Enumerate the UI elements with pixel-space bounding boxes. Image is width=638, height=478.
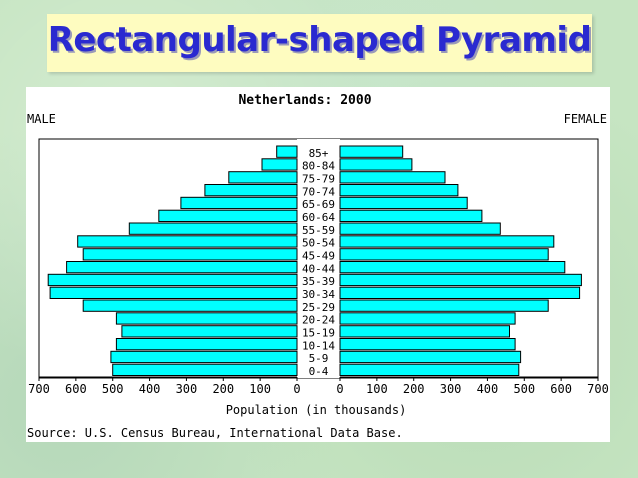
age-group-label: 25-29 (302, 301, 335, 314)
female-bar-0-4 (339, 363, 520, 377)
female-bar-5-9 (339, 350, 522, 364)
chart-title: Netherlands: 2000 (238, 93, 371, 108)
age-group-label: 20-24 (302, 314, 335, 327)
male-bar-5-9 (110, 350, 298, 364)
male-bar-40-44 (66, 261, 298, 274)
female-bar-80-84 (339, 158, 413, 171)
age-label-column (297, 139, 340, 378)
population-pyramid-chart: Netherlands: 2000 MALE FEMALE 85+80-8475… (27, 93, 609, 440)
male-bar-85+ (276, 145, 298, 158)
female-tick-label: 400 (477, 382, 499, 396)
female-bar-35-39 (339, 273, 582, 287)
female-bar-30-34 (339, 286, 581, 299)
male-bar-35-39 (47, 273, 298, 287)
x-axis-label: Population (in thousands) (226, 403, 407, 417)
female-bar-20-24 (339, 312, 516, 325)
age-group-label: 85+ (309, 147, 329, 160)
male-bar-60-64 (158, 209, 298, 222)
female-tick-label: 500 (513, 382, 535, 396)
age-group-label: 40-44 (302, 262, 335, 275)
female-bar-45-49 (339, 248, 549, 261)
female-bar-55-59 (339, 222, 501, 235)
age-group-label: 30-34 (302, 288, 335, 301)
female-bar-25-29 (339, 299, 549, 312)
age-group-label: 55-59 (302, 224, 335, 237)
male-bar-0-4 (112, 363, 298, 377)
female-tick-label: 300 (440, 382, 462, 396)
slide-title-box: Rectangular-shaped Pyramid (47, 14, 592, 72)
age-group-label: 10-14 (302, 339, 335, 352)
female-bar-75-79 (339, 171, 446, 184)
female-tick-label: 600 (550, 382, 572, 396)
female-bar-70-74 (339, 184, 459, 197)
age-group-label: 0-4 (309, 365, 329, 378)
female-tick-label: 0 (336, 382, 343, 396)
age-group-label: 70-74 (302, 185, 335, 198)
age-group-label: 15-19 (302, 327, 335, 340)
male-bar-45-49 (82, 248, 298, 261)
female-tick-label: 700 (587, 382, 609, 396)
chart-panel: Netherlands: 2000 MALE FEMALE 85+ 80-84 75… (26, 87, 610, 442)
male-tick-label: 300 (176, 382, 198, 396)
age-group-label: 5-9 (309, 352, 329, 365)
slide-title: Rectangular-shaped Pyramid (47, 20, 592, 60)
male-bar-55-59 (128, 222, 298, 235)
male-bar-70-74 (204, 184, 298, 197)
age-group-label: 65-69 (302, 198, 335, 211)
male-bar-10-14 (115, 338, 298, 351)
age-group-label: 35-39 (302, 275, 335, 288)
source-note: Source: U.S. Census Bureau, Internationa… (27, 426, 403, 440)
age-group-label: 75-79 (302, 173, 335, 186)
age-group-label: 60-64 (302, 211, 335, 224)
male-bar-15-19 (121, 325, 298, 338)
female-label: FEMALE (564, 112, 607, 126)
male-label: MALE (27, 112, 56, 126)
female-bar-10-14 (339, 338, 516, 351)
female-bar-15-19 (339, 325, 510, 338)
male-bar-50-54 (77, 235, 298, 248)
age-group-label: 45-49 (302, 250, 335, 263)
male-tick-label: 0 (293, 382, 300, 396)
male-bar-25-29 (82, 299, 298, 312)
male-tick-label: 600 (65, 382, 87, 396)
female-bar-60-64 (339, 209, 483, 222)
male-bar-20-24 (115, 312, 298, 325)
age-group-label: 80-84 (302, 160, 335, 173)
female-tick-label: 200 (403, 382, 425, 396)
male-bar-30-34 (49, 286, 298, 299)
male-tick-label: 400 (139, 382, 161, 396)
female-bar-65-69 (339, 196, 468, 210)
female-bar-85+ (339, 145, 404, 158)
male-bar-80-84 (261, 158, 298, 171)
male-tick-label: 200 (212, 382, 234, 396)
male-tick-label: 500 (102, 382, 124, 396)
male-bar-65-69 (180, 196, 298, 210)
female-tick-label: 100 (366, 382, 388, 396)
male-tick-label: 700 (28, 382, 50, 396)
female-bar-50-54 (339, 235, 555, 248)
female-bar-40-44 (339, 261, 566, 274)
age-group-label: 50-54 (302, 237, 335, 250)
male-bar-75-79 (228, 171, 298, 184)
male-tick-label: 100 (249, 382, 271, 396)
